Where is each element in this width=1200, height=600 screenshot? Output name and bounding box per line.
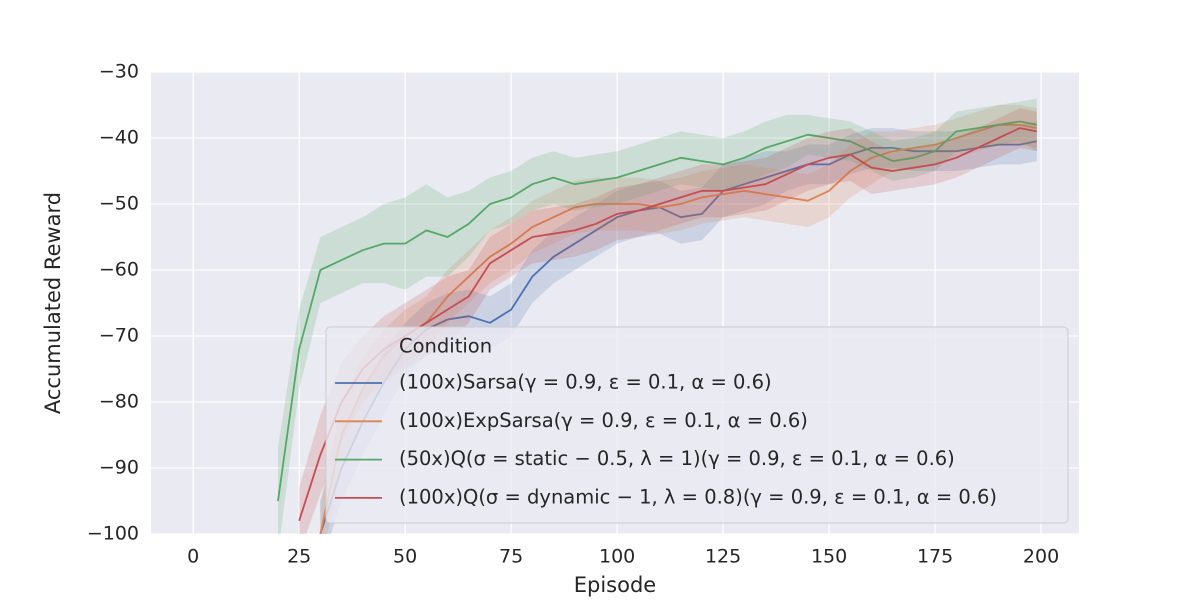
- x-tick-label: 200: [1023, 546, 1059, 568]
- legend: Condition (100x)Sarsa(γ = 0.9, ε = 0.1, …: [325, 326, 1069, 524]
- series-line: [298, 127, 1037, 522]
- y-tick-label: −100: [87, 523, 139, 545]
- y-tick-label: −60: [99, 259, 139, 281]
- legend-label: (100x)Sarsa(γ = 0.9, ε = 0.1, α = 0.6): [399, 371, 772, 394]
- confidence-band: [320, 105, 1037, 534]
- y-tick-label: −50: [99, 193, 139, 215]
- y-tick-label: −30: [99, 61, 139, 83]
- x-tick-label: 150: [811, 546, 847, 568]
- x-tick-label: 50: [393, 546, 417, 568]
- legend-label: (100x)Q(σ = dynamic − 1, λ = 0.8)(γ = 0.…: [399, 485, 997, 508]
- y-axis-label: Accumulated Reward: [41, 192, 65, 414]
- x-tick-label: 75: [499, 546, 523, 568]
- x-tick-label: 100: [599, 546, 635, 568]
- confidence-band: [277, 98, 1037, 534]
- y-tick-label: −80: [99, 391, 139, 413]
- x-tick-label: 125: [705, 546, 741, 568]
- confidence-band: [299, 108, 1037, 534]
- x-axis-label: Episode: [574, 573, 656, 597]
- legend-title: Condition: [399, 335, 492, 358]
- legend-box: [325, 326, 1069, 524]
- y-tick-label: −70: [99, 325, 139, 347]
- series-line: [319, 140, 1037, 534]
- legend-label: (100x)ExpSarsa(γ = 0.9, ε = 0.1, α = 0.6…: [399, 409, 808, 432]
- axes: 0 25 50 75 100 125 150 175 200 −100 −90 −80 −70 −60 −5…: [87, 61, 1059, 568]
- x-tick-label: 175: [917, 546, 953, 568]
- y-tick-label: −40: [99, 127, 139, 149]
- y-tick-label: −90: [99, 457, 139, 479]
- x-tick-label: 25: [287, 546, 311, 568]
- series-line: [277, 120, 1037, 502]
- x-tick-label: 0: [187, 546, 199, 568]
- legend-label: (50x)Q(σ = static − 0.5, λ = 1)(γ = 0.9,…: [399, 447, 955, 470]
- series-line: [319, 123, 1037, 534]
